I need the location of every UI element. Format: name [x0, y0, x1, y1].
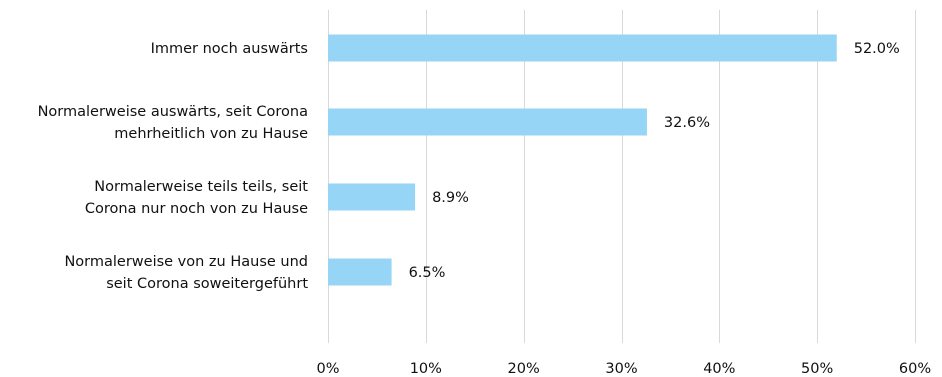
category-label: Normalerweise teils teils, seit	[94, 179, 308, 195]
data-label: 52.0%	[854, 41, 900, 57]
bars	[328, 34, 837, 286]
x-tick-label: 60%	[899, 361, 931, 377]
data-label: 6.5%	[409, 265, 446, 281]
x-axis-tick-labels: 0% 10% 20% 30% 40% 50% 60%	[316, 361, 931, 377]
bar	[328, 258, 392, 286]
category-label: mehrheitlich von zu Hause	[114, 126, 308, 142]
bar	[328, 108, 647, 136]
x-tick-label: 20%	[508, 361, 540, 377]
x-tick-label: 50%	[801, 361, 833, 377]
category-label: seit Corona soweitergeführt	[106, 276, 308, 292]
bar	[328, 34, 837, 62]
bar	[328, 183, 416, 211]
x-tick-label: 40%	[703, 361, 735, 377]
category-label: Immer noch auswärts	[151, 41, 308, 57]
value-labels: 52.0% 32.6% 8.9% 6.5%	[409, 41, 900, 281]
data-label: 8.9%	[432, 190, 469, 206]
category-label: Corona nur noch von zu Hause	[85, 201, 308, 217]
category-label: Normalerweise auswärts, seit Corona	[38, 104, 308, 120]
x-tick-label: 0%	[316, 361, 339, 377]
x-tick-label: 30%	[605, 361, 637, 377]
gridlines	[328, 10, 916, 343]
data-label: 32.6%	[664, 115, 710, 131]
category-labels: Immer noch auswärts Normalerweise auswärt…	[38, 41, 309, 292]
category-label: Normalerweise von zu Hause und	[64, 254, 308, 270]
x-tick-label: 10%	[410, 361, 442, 377]
